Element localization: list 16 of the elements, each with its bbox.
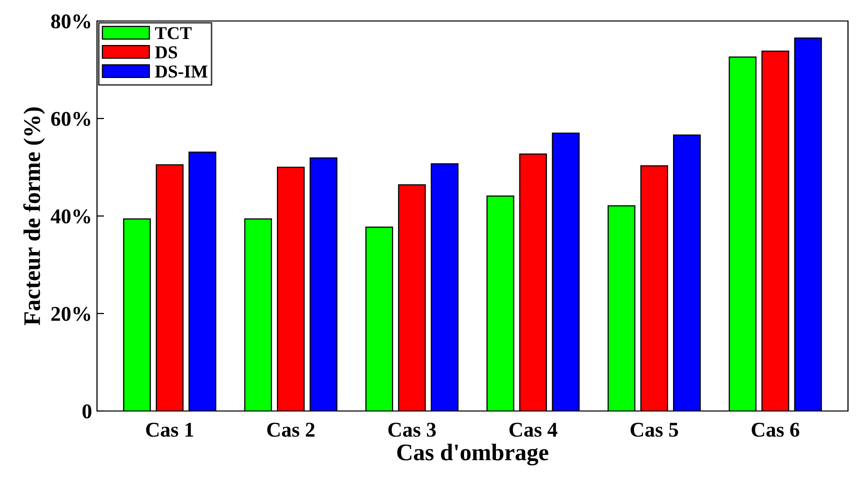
y-tick-label: 60% xyxy=(51,112,90,126)
x-tick-label: Cas 4 xyxy=(509,422,558,437)
legend-label: TCT xyxy=(155,27,192,40)
x-tick-label: Cas 2 xyxy=(267,422,315,437)
y-tick-label: 40% xyxy=(50,209,90,224)
x-axis-title: Cas d'ombrage xyxy=(397,444,548,466)
x-tick-label: Cas 1 xyxy=(146,422,194,437)
y-axis-title: Facteur de forme (%) xyxy=(23,107,45,326)
legend-label: DS xyxy=(155,46,178,58)
y-tick-label: 0 xyxy=(82,404,92,418)
x-tick-label: Cas 3 xyxy=(388,422,436,437)
y-tick-label: 20% xyxy=(51,306,90,321)
y-tick-label: 80% xyxy=(51,14,90,28)
x-tick-label: Cas 6 xyxy=(752,422,800,437)
legend-label: DS-IM xyxy=(155,65,208,78)
x-tick-label: Cas 5 xyxy=(630,422,678,437)
